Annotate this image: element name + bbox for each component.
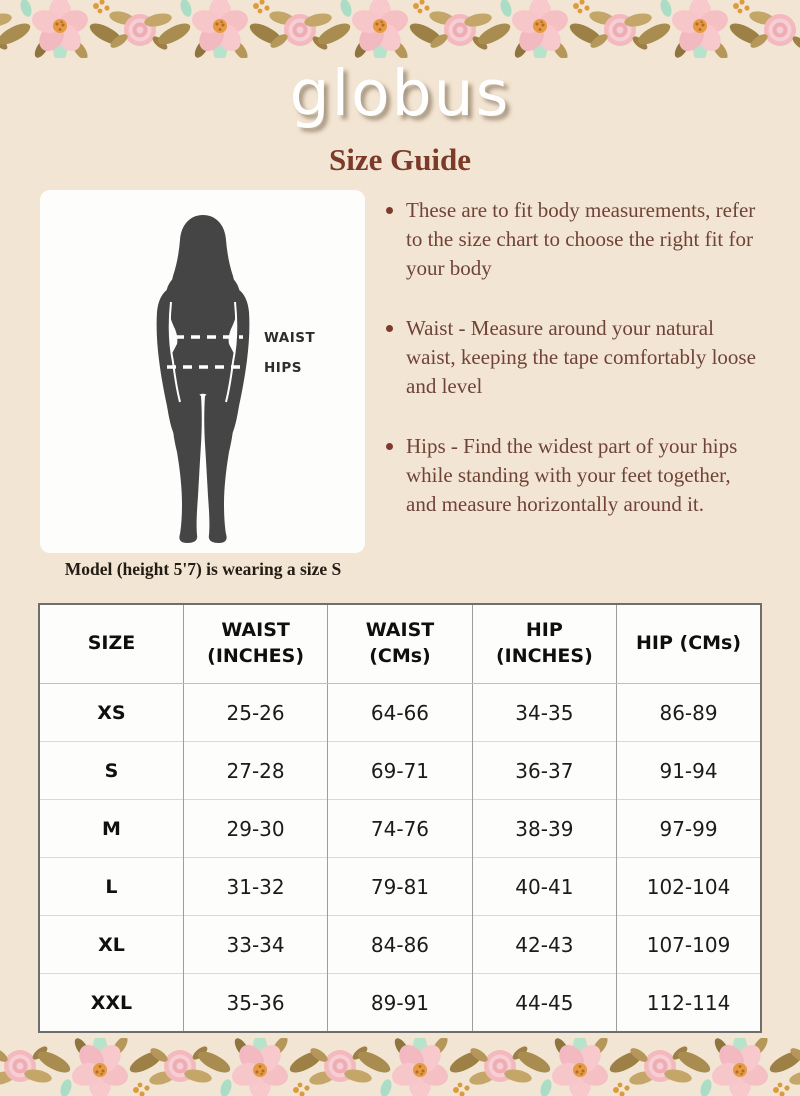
table-row: M 29-30 74-76 38-39 97-99 xyxy=(39,799,761,858)
column-header: HIP (INCHES) xyxy=(471,604,617,684)
instruction-item: Waist - Measure around your natural wais… xyxy=(386,314,758,401)
measurement-cell: 42-43 xyxy=(471,915,617,974)
size-chart-header-row: SIZE WAIST (INCHES) WAIST (CMs) HIP (INCHES… xyxy=(39,604,761,684)
model-caption: Model (height 5'7) is wearing a size S xyxy=(64,559,342,579)
measurement-cell: 74-76 xyxy=(327,799,473,858)
measurement-cell: 27-28 xyxy=(182,741,328,800)
size-cell: M xyxy=(39,799,184,858)
measurement-cell: 25-26 xyxy=(182,683,328,742)
measurement-cell: 35-36 xyxy=(182,973,328,1032)
measurement-cell: 97-99 xyxy=(616,799,761,858)
column-header: SIZE xyxy=(39,604,184,684)
floral-border-top-image xyxy=(0,0,800,58)
size-cell: XXL xyxy=(39,973,184,1032)
measurement-cell: 40-41 xyxy=(471,857,617,916)
measurement-cell: 89-91 xyxy=(327,973,473,1032)
measurement-cell: 79-81 xyxy=(327,857,473,916)
page-title: Size Guide xyxy=(328,142,472,177)
size-cell: XS xyxy=(97,701,126,724)
measurement-cell: 91-94 xyxy=(616,741,761,800)
measurement-cell: 84-86 xyxy=(327,915,473,974)
measurement-cell: 34-35 xyxy=(471,683,617,742)
measurement-cell: 29-30 xyxy=(182,799,328,858)
silhouette-right-leg xyxy=(204,386,235,543)
measurement-cell: 31-32 xyxy=(182,857,328,916)
brand-logo: globus xyxy=(289,57,511,130)
measurement-cell: 38-39 xyxy=(471,799,617,858)
table-row: XL 33-34 84-86 42-43 107-109 xyxy=(39,915,761,974)
column-header: WAIST (CMs) xyxy=(327,604,473,684)
instruction-item: These are to fit body measurements, refe… xyxy=(386,196,758,283)
measurement-cell: 107-109 xyxy=(616,915,761,974)
bullet-icon xyxy=(386,443,393,450)
measurement-cell: 69-71 xyxy=(327,741,473,800)
bullet-icon xyxy=(386,207,393,214)
measurement-cell: 102-104 xyxy=(616,857,761,916)
floral-border-bottom-image xyxy=(0,1038,800,1096)
column-header: HIP (CMs) xyxy=(616,604,761,684)
table-row: XS 25-26 64-66 34-35 86-89 xyxy=(39,683,761,742)
body-silhouette-image: WAIST HIPS xyxy=(156,215,315,543)
instruction-text: These are to fit body measurements, refe… xyxy=(406,198,756,280)
table-row: L 31-32 79-81 40-41 102-104 xyxy=(39,857,761,916)
table-row: S 27-28 69-71 36-37 91-94 xyxy=(39,741,761,800)
size-cell: S xyxy=(39,741,184,800)
size-cell: XL xyxy=(39,915,184,974)
hips-label: HIPS xyxy=(264,360,302,376)
model-figure-card: WAIST HIPS xyxy=(40,190,365,553)
size-chart-body: XS 25-26 64-66 34-35 86-89 S 27-28 69-71 36-37 91… xyxy=(39,683,761,1032)
measurement-cell: 64-66 xyxy=(327,683,473,742)
measurement-cell: 33-34 xyxy=(182,915,328,974)
measurement-cell: 44-45 xyxy=(471,973,617,1032)
bullet-icon xyxy=(386,325,393,332)
silhouette-left-leg xyxy=(171,386,202,543)
measurement-cell: 36-37 xyxy=(471,741,617,800)
instruction-text: Waist - Measure around your natural wais… xyxy=(406,316,756,398)
table-row: XXL 35-36 89-91 44-45 112-114 xyxy=(39,973,761,1032)
instruction-text: Hips - Find the widest part of your hips… xyxy=(406,434,738,516)
size-chart-table: SIZE WAIST (INCHES) WAIST (CMs) HIP (INCHES… xyxy=(38,603,762,1033)
silhouette-torso xyxy=(166,258,240,399)
column-header: WAIST (INCHES) xyxy=(182,604,328,684)
measurement-cell: 86-89 xyxy=(616,683,761,742)
waist-label: WAIST xyxy=(264,330,315,346)
measurement-cell: 112-114 xyxy=(616,973,761,1032)
size-cell: L xyxy=(39,857,184,916)
instruction-item: Hips - Find the widest part of your hips… xyxy=(386,432,758,519)
instruction-list: These are to fit body measurements, refe… xyxy=(386,196,758,550)
